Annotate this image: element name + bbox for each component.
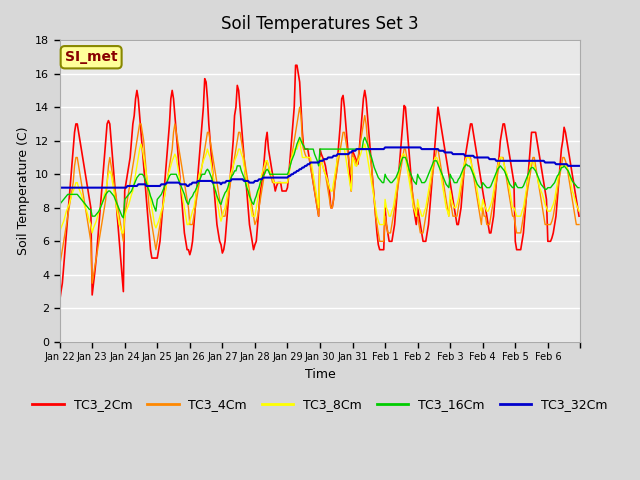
Y-axis label: Soil Temperature (C): Soil Temperature (C) (17, 127, 29, 255)
TC3_8Cm (505, 180, 513, 185)
TC3_2Cm (74, 121, 81, 127)
TC3_8Cm (296, 138, 303, 144)
TC3_4Cm (429, 171, 436, 177)
TC3_4Cm (506, 196, 514, 202)
X-axis label: Time: Time (305, 368, 335, 381)
TC3_16Cm (575, 185, 583, 191)
TC3_4Cm (91, 264, 99, 269)
TC3_16Cm (90, 213, 97, 219)
TC3_32Cm (575, 163, 583, 169)
Line: TC3_16Cm: TC3_16Cm (60, 137, 579, 218)
TC3_16Cm (74, 192, 81, 197)
TC3_32Cm (323, 156, 331, 162)
Line: TC3_8Cm: TC3_8Cm (60, 141, 579, 233)
TC3_2Cm (572, 196, 580, 202)
Line: TC3_32Cm: TC3_32Cm (60, 147, 579, 188)
TC3_8Cm (572, 202, 580, 207)
TC3_4Cm (574, 222, 582, 228)
TC3_32Cm (56, 185, 63, 191)
TC3_16Cm (506, 181, 514, 187)
TC3_2Cm (56, 299, 63, 304)
TC3_32Cm (572, 163, 580, 169)
Line: TC3_2Cm: TC3_2Cm (60, 65, 579, 301)
TC3_4Cm (56, 264, 63, 269)
Legend: TC3_2Cm, TC3_4Cm, TC3_8Cm, TC3_16Cm, TC3_32Cm: TC3_2Cm, TC3_4Cm, TC3_8Cm, TC3_16Cm, TC3… (28, 394, 612, 417)
TC3_4Cm (74, 155, 81, 160)
TC3_32Cm (74, 185, 81, 191)
TC3_4Cm (575, 222, 583, 228)
TC3_2Cm (575, 213, 583, 219)
TC3_16Cm (429, 161, 436, 167)
TC3_8Cm (56, 230, 63, 236)
TC3_32Cm (381, 144, 389, 150)
TC3_16Cm (574, 185, 582, 191)
TC3_16Cm (56, 202, 63, 207)
TC3_8Cm (74, 180, 81, 185)
TC3_8Cm (428, 171, 435, 177)
TC3_2Cm (505, 146, 513, 152)
TC3_4Cm (296, 104, 303, 110)
TC3_4Cm (326, 196, 333, 202)
TC3_32Cm (428, 146, 435, 152)
TC3_2Cm (292, 62, 300, 68)
TC3_2Cm (90, 280, 97, 286)
TC3_2Cm (428, 188, 435, 194)
TC3_32Cm (90, 185, 97, 191)
TC3_8Cm (324, 180, 332, 185)
TC3_8Cm (90, 225, 97, 231)
TC3_16Cm (296, 134, 303, 140)
TC3_16Cm (120, 215, 127, 221)
TC3_16Cm (326, 146, 333, 152)
TC3_4Cm (88, 280, 96, 286)
Title: Soil Temperatures Set 3: Soil Temperatures Set 3 (221, 15, 419, 33)
TC3_2Cm (324, 180, 332, 185)
TC3_32Cm (505, 158, 513, 164)
Line: TC3_4Cm: TC3_4Cm (60, 107, 579, 283)
Text: SI_met: SI_met (65, 50, 118, 64)
TC3_8Cm (575, 208, 583, 214)
